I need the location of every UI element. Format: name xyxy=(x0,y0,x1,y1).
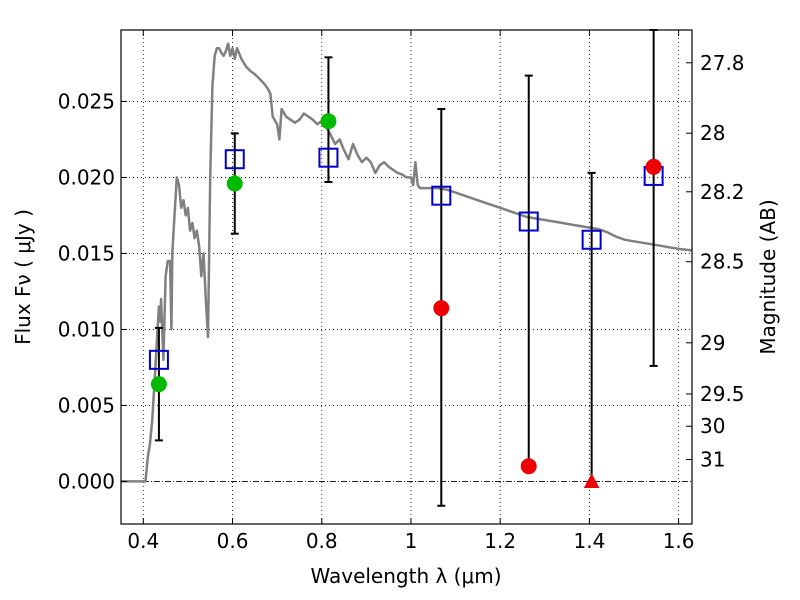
x-axis-label: Wavelength λ (μm) xyxy=(310,564,501,588)
template-spectrum xyxy=(121,42,693,483)
observed-point xyxy=(226,175,243,192)
observed-point xyxy=(150,376,167,393)
model-point xyxy=(148,349,169,370)
y-tick-label: 0.005 xyxy=(58,393,115,417)
y2-tick-label: 27.8 xyxy=(700,51,745,75)
model-photometry xyxy=(148,147,664,370)
y-tick-label: 0.000 xyxy=(58,469,115,493)
x-tick-label: 1 xyxy=(405,529,418,553)
observed-point xyxy=(433,300,450,317)
x-tick-label: 0.8 xyxy=(306,529,338,553)
model-point xyxy=(431,185,452,206)
model-point xyxy=(581,229,602,250)
y-tick-label: 0.025 xyxy=(58,89,115,113)
tick-marks xyxy=(121,30,692,524)
y2-tick-label: 29.5 xyxy=(700,382,745,406)
y2-tick-label: 28.2 xyxy=(700,180,745,204)
y2-tick-label: 29 xyxy=(700,331,725,355)
grid xyxy=(121,30,692,524)
x-tick-label: 0.6 xyxy=(217,529,249,553)
y-tick-label: 0.020 xyxy=(58,165,115,189)
y2-axis-label: Magnitude (AB) xyxy=(756,199,780,354)
y2-tick-label: 28.5 xyxy=(700,250,745,274)
upper-limit-triangle xyxy=(583,473,600,488)
y2-tick-label: 28 xyxy=(700,121,725,145)
error-bars xyxy=(154,29,658,507)
model-point xyxy=(224,149,245,170)
x-tick-label: 1.2 xyxy=(484,529,516,553)
y-tick-label: 0.015 xyxy=(58,241,115,265)
observed-point xyxy=(520,458,537,475)
x-tick-label: 1.6 xyxy=(663,529,695,553)
observed-point xyxy=(645,158,662,175)
y-axis-label: Flux Fν ( μJy ) xyxy=(11,209,35,345)
y2-tick-label: 31 xyxy=(700,447,725,471)
model-point xyxy=(518,211,539,232)
y-tick-labels: 0.000 0.005 0.010 0.015 0.020 0.025 xyxy=(58,89,115,493)
x-tick-labels: 0.4 0.6 0.8 1 1.2 1.4 1.6 xyxy=(127,529,694,553)
model-point xyxy=(318,147,339,168)
x-tick-label: 1.4 xyxy=(573,529,605,553)
plot-frame xyxy=(120,29,693,525)
observed-photometry xyxy=(150,113,662,488)
x-tick-label: 0.4 xyxy=(127,529,159,553)
observed-point xyxy=(320,113,337,130)
y2-tick-label: 30 xyxy=(700,414,725,438)
y-tick-label: 0.010 xyxy=(58,317,115,341)
y2-tick-labels: 27.8 28 28.2 28.5 29 29.5 30 31 xyxy=(700,51,745,472)
template-spectrum-line xyxy=(121,42,693,483)
